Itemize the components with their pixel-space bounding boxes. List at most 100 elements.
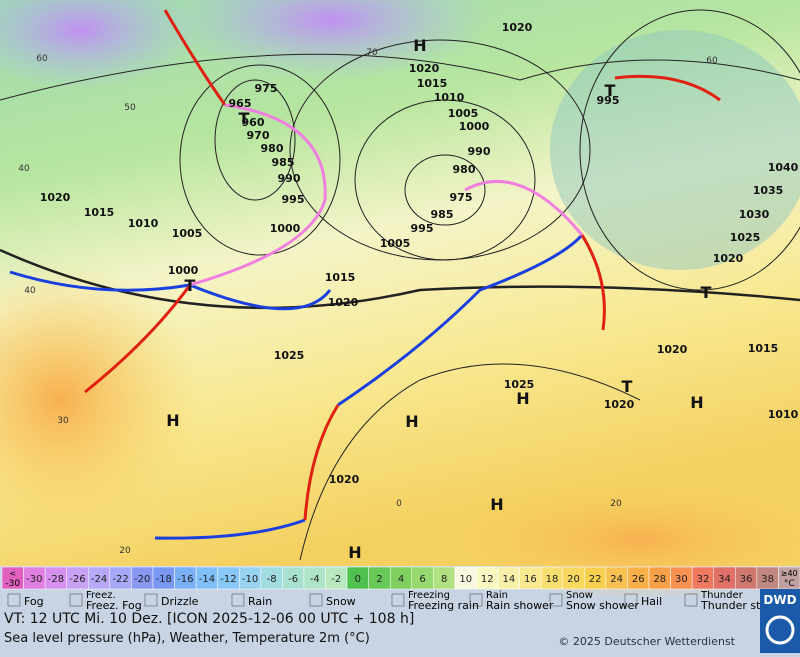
scale-label: -30	[5, 579, 20, 589]
scale-label: -14	[199, 574, 215, 585]
cool-area	[550, 30, 800, 270]
isobar-label: 975	[255, 82, 278, 95]
isobar-label: 1020	[657, 343, 688, 356]
scale-label: 34	[718, 574, 731, 585]
legend-label: Freez. Fog	[86, 599, 142, 612]
isobar-label: 1010	[768, 408, 799, 421]
isobar-label: 1010	[128, 217, 159, 230]
legend-icon	[69, 593, 83, 607]
pressure-center: H	[348, 543, 361, 562]
isobar-label: 1020	[329, 473, 360, 486]
scale-label: <	[9, 569, 16, 578]
scale-label: 4	[398, 574, 404, 585]
pressure-center: H	[516, 389, 529, 408]
copyright: © 2025 Deutscher Wetterdienst	[558, 635, 735, 648]
isobar-label: 1025	[504, 378, 535, 391]
scale-label: 24	[610, 574, 623, 585]
isobar-label: 1040	[768, 161, 799, 174]
isobar-label: 985	[431, 208, 454, 221]
isobar-label: 965	[229, 97, 252, 110]
legend-icon	[549, 593, 563, 607]
isobar-label: 1015	[84, 206, 115, 219]
scale-label: 12	[481, 574, 494, 585]
scale-label: °C	[784, 579, 795, 589]
scale-label: 26	[632, 574, 645, 585]
pressure-center: H	[413, 36, 426, 55]
isobar-label: 1020	[409, 62, 440, 75]
scale-label: 38	[761, 574, 774, 585]
scale-label: 32	[697, 574, 710, 585]
scale-label: -4	[310, 574, 320, 585]
legend-icon	[684, 593, 698, 607]
scale-label: -28	[48, 574, 64, 585]
legend-label: Snow	[326, 595, 356, 608]
temperature-label: 20	[119, 546, 131, 556]
scale-label: -10	[242, 574, 258, 585]
scale-label: -20	[134, 574, 150, 585]
scale-label: 2	[376, 574, 382, 585]
isobar-label: 1025	[274, 349, 305, 362]
isobar-label: 990	[278, 172, 301, 185]
cold-area	[170, 0, 490, 80]
isobar-label: 1015	[325, 271, 356, 284]
legend-label: Drizzle	[161, 595, 199, 608]
isobar-label: 1020	[328, 296, 359, 309]
warm-area	[0, 260, 200, 540]
isobar-label: 1005	[380, 237, 411, 250]
scale-label: -16	[177, 574, 193, 585]
isobar-label: 1015	[417, 77, 448, 90]
logo-swirl	[765, 615, 795, 645]
legend-icon	[624, 593, 638, 607]
legend-label: Thunder	[700, 590, 744, 601]
legend-icon	[231, 593, 245, 607]
scale-label: 8	[441, 574, 447, 585]
isobar-label: 1010	[434, 91, 465, 104]
isobar-label: 1020	[40, 191, 71, 204]
isobar-label: 995	[282, 193, 305, 206]
temperature-label: 50	[124, 103, 136, 113]
scale-label: 6	[419, 574, 425, 585]
logo: DWD	[763, 593, 796, 607]
legend-icon	[391, 593, 405, 607]
legend-label: Rain	[248, 595, 272, 608]
legend-label: Freezing rain	[408, 599, 479, 612]
isobar-label: 1030	[739, 208, 770, 221]
isobar-label: 1020	[604, 398, 635, 411]
pressure-center: H	[690, 393, 703, 412]
isobar-label: 1025	[730, 231, 761, 244]
scale-label: -22	[112, 574, 128, 585]
isobar-label: 1035	[753, 184, 784, 197]
scale-label: 28	[653, 574, 666, 585]
scale-label: 20	[567, 574, 580, 585]
scale-label: -26	[69, 574, 85, 585]
pressure-center: H	[405, 412, 418, 431]
description: Sea level pressure (hPa), Weather, Tempe…	[4, 631, 370, 646]
isobar-label: 1000	[270, 222, 301, 235]
isobar-label: 1020	[713, 252, 744, 265]
scale-label: 0	[355, 574, 361, 585]
scale-label: -30	[26, 574, 42, 585]
isobar-label: 960	[242, 116, 265, 129]
isobar-label: 995	[597, 94, 620, 107]
scale-label: 16	[524, 574, 537, 585]
scale-label: -24	[91, 574, 107, 585]
scale-label: -2	[331, 574, 341, 585]
legend-icon	[7, 593, 21, 607]
fronts	[9, 9, 721, 540]
pressure-center: T	[605, 81, 616, 100]
isobar-label: 1000	[459, 120, 490, 133]
isobar-label: 975	[450, 191, 473, 204]
isobar-label: 1005	[448, 107, 479, 120]
isobar-label: 990	[468, 145, 491, 158]
legend-label: Fog	[24, 595, 44, 608]
pressure-center: T	[701, 283, 712, 302]
isobar-label: 980	[453, 163, 476, 176]
scale-label: 30	[675, 574, 688, 585]
temperature-label: 40	[18, 164, 30, 174]
temperature-label: 20	[610, 499, 622, 509]
legend-label: Snow shower	[566, 599, 639, 612]
scale-label: ≥40	[781, 569, 798, 578]
legend-icon	[144, 593, 158, 607]
